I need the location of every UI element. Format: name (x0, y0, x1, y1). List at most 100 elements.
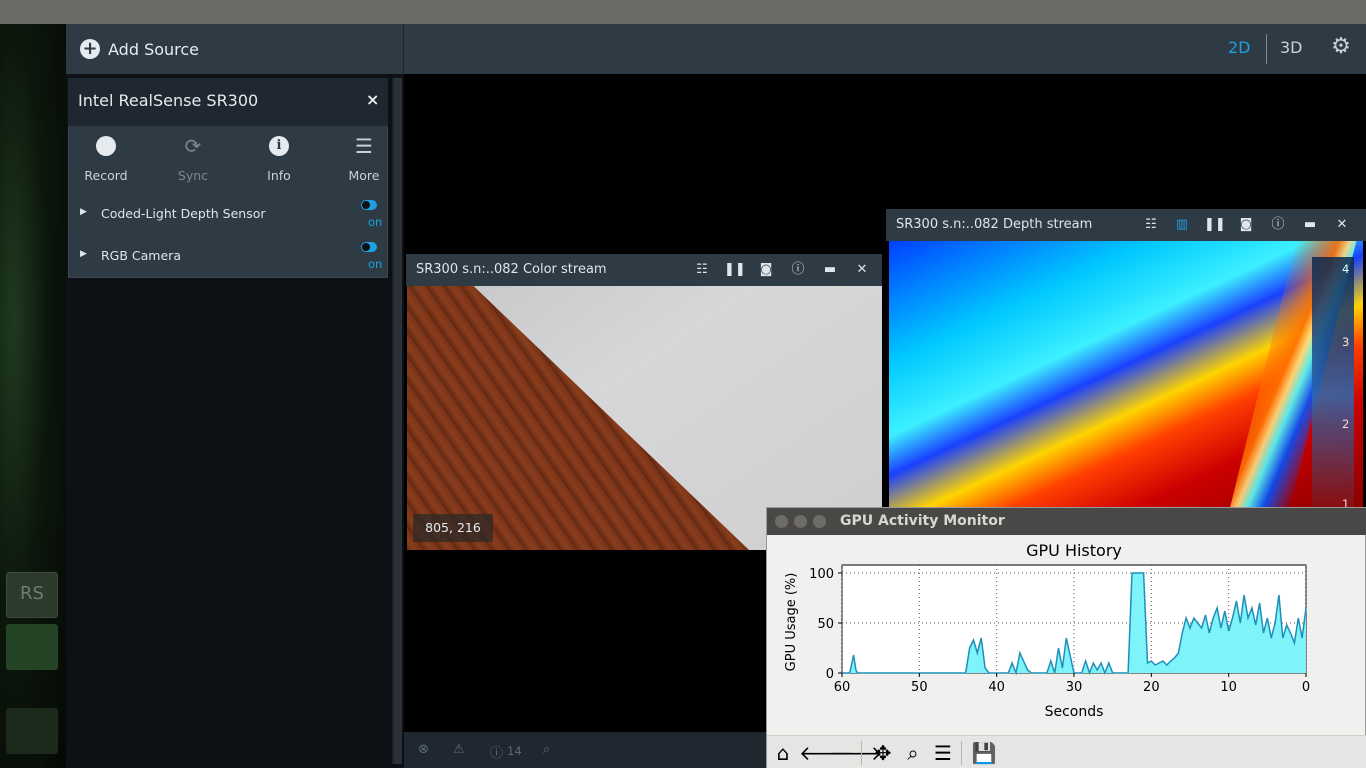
os-top-bar (0, 0, 1366, 24)
sensor-rgb-state: on (368, 257, 383, 271)
window-minimize-icon[interactable] (794, 515, 807, 528)
record-icon (96, 136, 116, 156)
plot-toolbar: ⌂ 🡐 🡒 ✥ ⌕ ☰ 💾 (767, 735, 1366, 768)
chart-title: GPU History (1026, 541, 1122, 560)
configure-subplots-icon[interactable]: ☰ (934, 741, 952, 765)
menu-icon: ☰ (355, 134, 373, 158)
plus-icon: + (80, 39, 100, 59)
info-button[interactable]: i Info (244, 132, 314, 188)
window-close-icon[interactable] (775, 515, 788, 528)
color-stream-window: SR300 s.n:..082 Color stream ☷ ❚❚ ◙ ⓘ ▬ … (406, 254, 882, 550)
expand-caret-icon[interactable]: ▶ (80, 207, 87, 217)
warning-icon[interactable]: ⚠ (453, 742, 465, 757)
color-stream-title: SR300 s.n:..082 Color stream (416, 262, 607, 277)
zoom-icon[interactable]: ⌕ (907, 741, 919, 765)
info-count-icon[interactable]: ⓘ (490, 746, 504, 761)
close-icon[interactable]: ✕ (1336, 217, 1348, 232)
close-icon[interactable]: ✕ (856, 262, 868, 277)
error-icon[interactable]: ⊗ (418, 742, 429, 757)
legend-tick: 1 (1342, 497, 1350, 511)
camera-icon[interactable]: ◙ (1239, 217, 1253, 232)
color-stream-image[interactable]: 805, 216 (407, 286, 882, 550)
dock-drive-icon[interactable] (6, 624, 58, 670)
device-title-bar (68, 78, 388, 126)
depth-stream-image[interactable] (889, 241, 1363, 509)
search-icon[interactable]: ⌕ (543, 742, 551, 757)
sensor-depth-state: on (368, 215, 383, 229)
sensor-depth-toggle[interactable] (361, 200, 377, 210)
toolbar-divider (861, 741, 862, 765)
depth-stream-window: SR300 s.n:..082 Depth stream ☷ ▥ ❚❚ ◙ ⓘ … (886, 209, 1366, 511)
main-header (404, 24, 1366, 74)
maximize-icon[interactable]: ▬ (823, 262, 837, 277)
color-stream-titlebar: SR300 s.n:..082 Color stream ☷ ❚❚ ◙ ⓘ ▬ … (406, 254, 882, 286)
sync-icon: ⟳ (184, 134, 202, 158)
forward-arrow-icon[interactable]: 🡒 (829, 741, 883, 765)
x-tick-label: 0 (1302, 680, 1310, 695)
more-label: More (348, 168, 380, 183)
expand-caret-icon[interactable]: ▶ (80, 249, 87, 259)
view-3d-button[interactable]: 3D (1280, 38, 1303, 57)
x-tick-label: 30 (1066, 680, 1083, 695)
device-name: Intel RealSense SR300 (78, 91, 259, 110)
x-axis-ticks: 60 50 40 30 20 10 0 (834, 673, 1310, 695)
y-tick-label: 0 (826, 667, 834, 682)
more-button[interactable]: ☰ More (329, 132, 399, 188)
scrollbar-thumb[interactable] (394, 78, 402, 764)
gpu-window-title: GPU Activity Monitor (840, 513, 1005, 529)
sync-button[interactable]: ⟳ Sync (158, 132, 228, 188)
legend-tick: 3 (1342, 335, 1350, 349)
add-source-label: Add Source (108, 39, 200, 59)
window-maximize-icon[interactable] (813, 515, 826, 528)
depth-stream-title: SR300 s.n:..082 Depth stream (896, 217, 1093, 232)
y-tick-label: 100 (809, 567, 834, 582)
info-icon[interactable]: ⓘ (791, 262, 805, 277)
gpu-usage-area (842, 573, 1306, 673)
sensor-depth-label: Coded-Light Depth Sensor (101, 206, 266, 221)
legend-tick: 2 (1342, 417, 1350, 431)
x-tick-label: 60 (834, 680, 851, 695)
pixel-coordinate-readout: 805, 216 (413, 514, 493, 542)
add-source-button[interactable]: + Add Source (80, 36, 199, 62)
record-label: Record (84, 168, 128, 183)
device-close-icon[interactable]: × (366, 90, 380, 109)
status-bar (404, 732, 766, 768)
info-icon[interactable]: ⓘ (1271, 217, 1285, 232)
toolbar-divider (961, 741, 962, 765)
info-count: 14 (507, 744, 522, 758)
x-tick-label: 10 (1220, 680, 1237, 695)
histogram-icon[interactable]: ▥ (1175, 217, 1189, 232)
x-tick-label: 20 (1143, 680, 1160, 695)
pause-icon[interactable]: ❚❚ (1204, 217, 1226, 232)
controls-list-icon[interactable]: ☷ (1145, 217, 1157, 232)
gpu-window-titlebar[interactable]: GPU Activity Monitor (767, 508, 1366, 535)
sync-label: Sync (177, 168, 209, 183)
record-button[interactable]: Record (71, 132, 141, 188)
home-icon[interactable]: ⌂ (776, 741, 790, 765)
gpu-monitor-window: GPU Activity Monitor GPU History 60 50 40 3… (766, 507, 1366, 768)
controls-list-icon[interactable]: ☷ (696, 262, 708, 277)
x-tick-label: 40 (988, 680, 1005, 695)
back-arrow-icon[interactable]: 🡐 (799, 741, 853, 765)
camera-icon[interactable]: ◙ (759, 262, 773, 277)
pause-icon[interactable]: ❚❚ (724, 262, 746, 277)
gear-icon[interactable]: ⚙ (1331, 34, 1351, 59)
left-panel-header (66, 24, 404, 74)
dock-trash-icon[interactable] (6, 708, 58, 754)
info-icon: i (269, 136, 289, 156)
pan-icon[interactable]: ✥ (874, 741, 892, 765)
maximize-icon[interactable]: ▬ (1303, 217, 1317, 232)
gpu-usage-line (842, 572, 1307, 676)
depth-stream-titlebar: SR300 s.n:..082 Depth stream ☷ ▥ ❚❚ ◙ ⓘ … (886, 209, 1366, 241)
header-divider (1266, 34, 1267, 64)
sensor-rgb-label: RGB Camera (101, 248, 181, 263)
legend-tick: 4 (1342, 262, 1350, 276)
y-tick-label: 50 (817, 617, 834, 632)
view-2d-button[interactable]: 2D (1228, 38, 1251, 57)
y-axis-ticks: 0 50 100 (809, 567, 842, 682)
dock-realsense-icon[interactable]: RS (6, 572, 58, 618)
y-axis-label: GPU Usage (%) (784, 573, 799, 672)
save-icon[interactable]: 💾 (971, 741, 997, 765)
depth-color-legend: 4 3 2 1 (1312, 257, 1354, 511)
sensor-rgb-toggle[interactable] (361, 242, 377, 252)
